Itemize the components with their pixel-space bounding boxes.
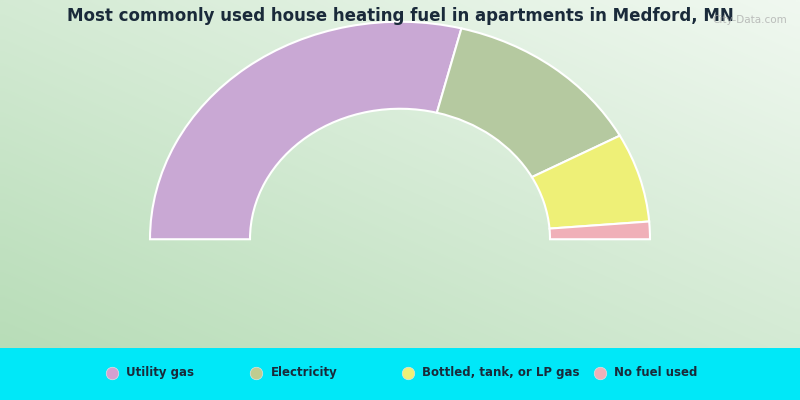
Wedge shape (437, 28, 620, 177)
Text: Utility gas: Utility gas (126, 366, 194, 380)
Wedge shape (532, 136, 649, 229)
Text: Electricity: Electricity (270, 366, 337, 380)
Text: No fuel used: No fuel used (614, 366, 698, 380)
Text: Bottled, tank, or LP gas: Bottled, tank, or LP gas (422, 366, 580, 380)
Text: City-Data.com: City-Data.com (713, 15, 787, 25)
Text: Most commonly used house heating fuel in apartments in Medford, MN: Most commonly used house heating fuel in… (66, 6, 734, 24)
Wedge shape (150, 22, 462, 239)
Wedge shape (550, 222, 650, 239)
